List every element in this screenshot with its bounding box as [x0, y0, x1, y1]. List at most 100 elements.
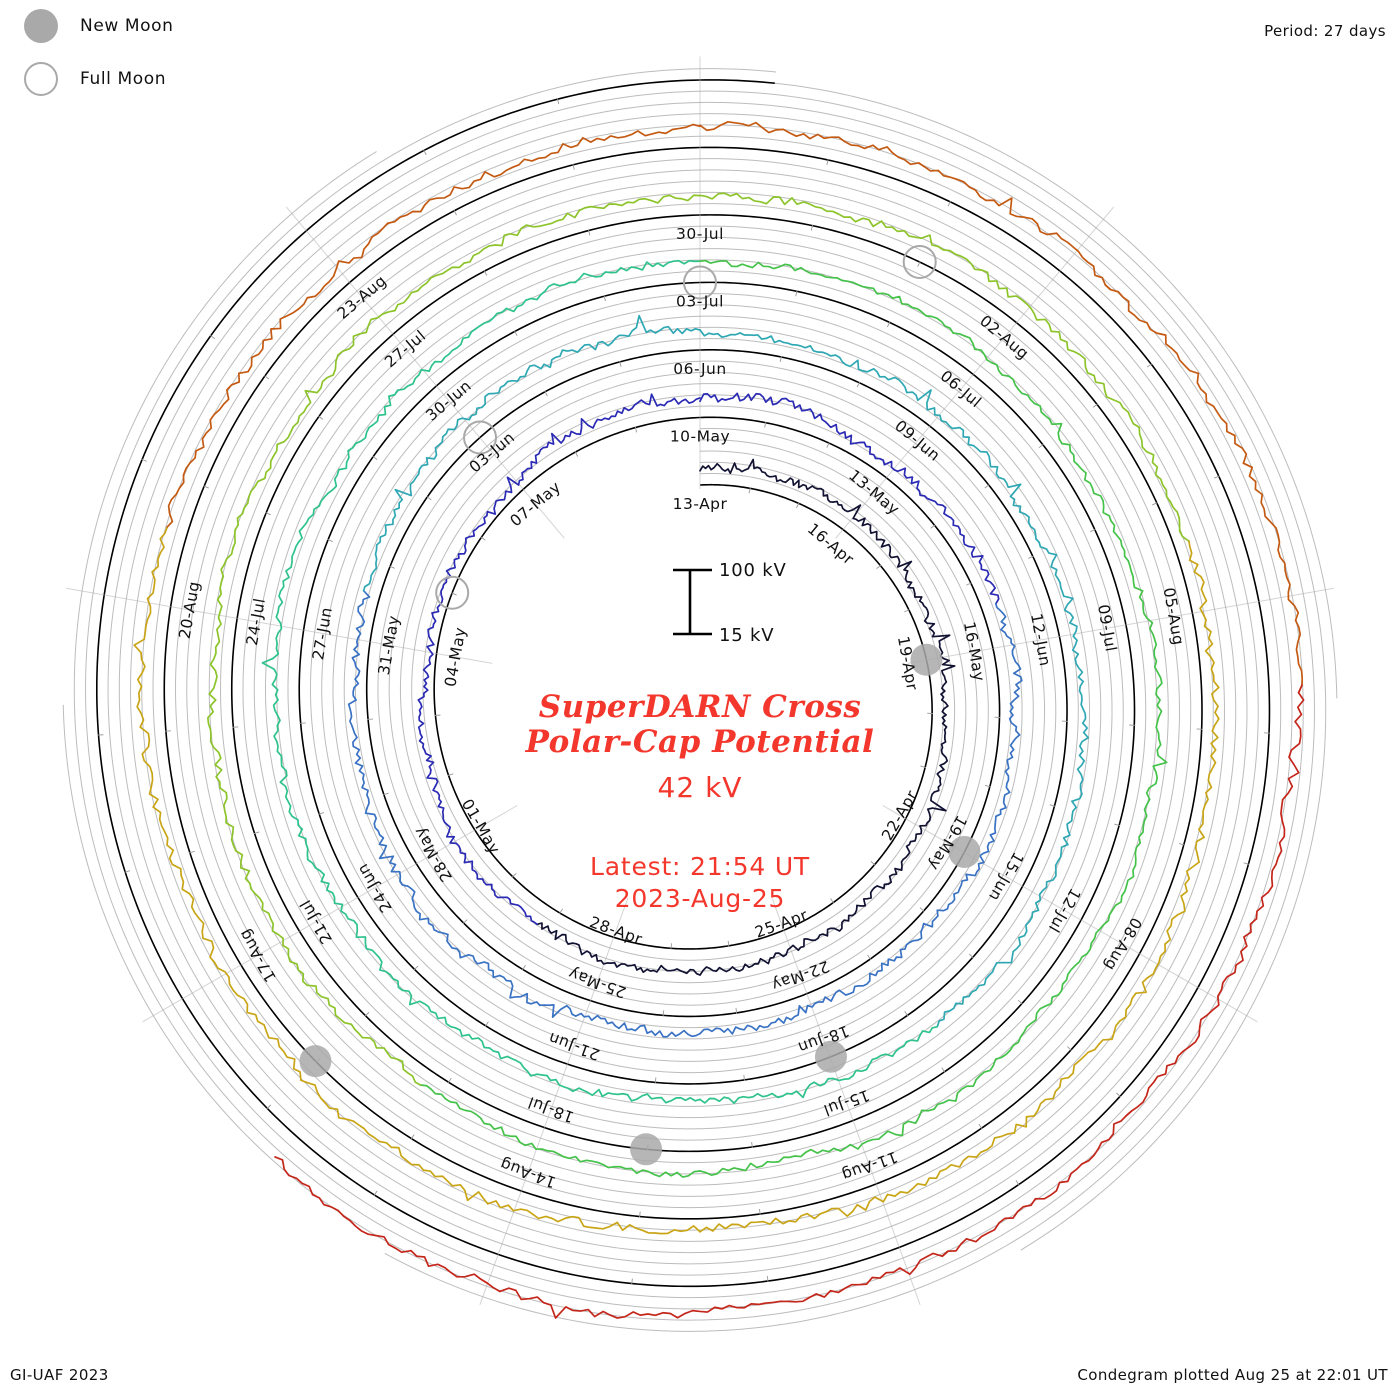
- new-moon-marker: [910, 643, 943, 676]
- data-trace: [1255, 684, 1305, 920]
- ring-date-label: 24-Jun: [353, 860, 395, 915]
- day-tick: [423, 149, 427, 156]
- radial-spoke: [479, 898, 629, 1305]
- day-tick: [1152, 502, 1158, 506]
- full-moon-icon: [24, 62, 58, 96]
- baseline-layer: [95, 79, 1271, 1288]
- data-trace: [347, 589, 371, 810]
- data-trace: [431, 467, 533, 614]
- data-trace: [928, 623, 956, 779]
- data-trace: [699, 329, 919, 402]
- day-tick: [588, 229, 591, 236]
- data-trace: [1059, 582, 1090, 822]
- grid-spiral: [73, 124, 1293, 1310]
- day-tick: [521, 965, 526, 971]
- data-trace: [713, 1250, 949, 1310]
- grid-spiral: [62, 113, 1304, 1321]
- data-trace: [917, 162, 1112, 291]
- radial-spoke: [285, 206, 565, 539]
- data-trace: [362, 403, 486, 592]
- day-tick: [188, 850, 195, 854]
- day-tick: [372, 455, 378, 461]
- data-trace: [699, 1132, 1016, 1233]
- day-tick: [968, 953, 974, 959]
- moon-layer: [299, 245, 981, 1166]
- ring-date-label: 27-Jun: [309, 606, 336, 662]
- full-moon-marker: [902, 245, 937, 280]
- data-trace: [699, 458, 843, 506]
- ring-date-label: 22-Apr: [878, 787, 921, 844]
- new-moon-marker: [814, 1040, 847, 1073]
- radial-spoke: [882, 805, 1258, 1023]
- day-tick: [751, 1141, 753, 1149]
- scale-bar-bottom-label: 15 kV: [719, 625, 775, 646]
- data-trace: [699, 259, 966, 337]
- day-tick: [735, 1007, 738, 1014]
- day-tick: [920, 765, 927, 769]
- ring-date-label: 18-Jul: [525, 1093, 576, 1126]
- full-moon-marker: [463, 420, 498, 455]
- day-tick: [1243, 862, 1250, 865]
- day-tick: [917, 261, 921, 267]
- radial-spoke: [771, 898, 921, 1305]
- day-tick: [1049, 804, 1056, 807]
- data-trace: [274, 1156, 488, 1284]
- day-tick: [318, 812, 325, 815]
- data-trace: [699, 120, 926, 168]
- day-tick: [266, 1104, 272, 1110]
- day-tick: [209, 334, 215, 340]
- credit-right: Condegram plotted Aug 25 at 22:01 UT: [1077, 1366, 1388, 1384]
- day-tick: [1092, 403, 1099, 408]
- day-tick: [886, 321, 891, 328]
- data-trace: [699, 392, 877, 460]
- data-trace: [840, 504, 936, 625]
- day-tick: [919, 907, 925, 913]
- ring-date-label: 16-May: [960, 620, 988, 683]
- ring-date-label: 30-Jul: [676, 225, 724, 243]
- full-moon-marker: [435, 575, 470, 610]
- data-trace: [1104, 283, 1253, 469]
- scale-bar: [673, 568, 712, 636]
- data-trace: [447, 259, 701, 356]
- legend-label-full-moon: Full Moon: [80, 69, 167, 89]
- data-trace: [364, 807, 501, 979]
- day-tick: [141, 458, 147, 462]
- day-tick: [1146, 363, 1153, 368]
- data-trace: [235, 849, 422, 1086]
- day-tick: [941, 1067, 946, 1073]
- baseline-spiral: [95, 79, 1271, 1288]
- day-tick: [639, 1211, 641, 1218]
- ring-date-label: 13-Apr: [673, 495, 728, 513]
- ring-date-label: 07-May: [507, 478, 565, 531]
- data-trace: [998, 287, 1190, 542]
- ring-date-label: 09-Jun: [891, 417, 943, 465]
- day-tick: [619, 360, 622, 367]
- credit-left: GI-UAF 2023: [10, 1366, 109, 1384]
- data-trace: [530, 393, 701, 470]
- data-trace: [290, 353, 450, 568]
- day-tick: [603, 295, 606, 302]
- data-trace: [133, 526, 182, 870]
- ring-date-label: 21-Jun: [546, 1028, 602, 1063]
- ring-date-label: 25-Apr: [753, 906, 811, 942]
- day-tick: [574, 450, 579, 457]
- day-tick: [904, 1010, 909, 1017]
- data-trace: [936, 819, 1073, 1028]
- day-tick: [389, 565, 395, 569]
- data-trace: [417, 612, 439, 787]
- day-tick: [766, 1276, 769, 1283]
- data-trace: [419, 1084, 701, 1178]
- day-tick: [634, 426, 638, 433]
- day-tick: [978, 1123, 983, 1130]
- day-tick: [203, 485, 209, 489]
- day-tick: [327, 538, 333, 542]
- ring-date-label: 30-Jun: [423, 377, 475, 425]
- data-trace: [975, 842, 1141, 1081]
- day-tick: [558, 908, 563, 915]
- grid-spiral: [85, 68, 1282, 1299]
- spoke-layer: [66, 56, 1334, 1305]
- day-tick: [572, 163, 575, 170]
- day-tick: [382, 792, 389, 796]
- data-trace: [498, 974, 701, 1038]
- data-trace: [699, 1025, 939, 1104]
